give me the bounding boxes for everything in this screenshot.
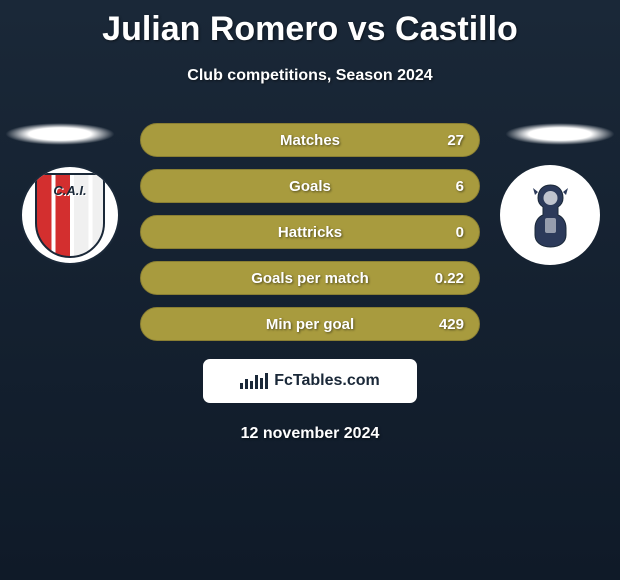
date-label: 12 november 2024 — [0, 425, 620, 443]
stat-label: Goals per match — [251, 270, 369, 287]
left-team-area: C.A.I. — [0, 123, 120, 265]
page-title: Julian Romero vs Castillo — [0, 0, 620, 49]
stat-value: 429 — [439, 316, 464, 333]
stat-label: Min per goal — [266, 316, 354, 333]
stat-row: Goals 6 — [140, 169, 480, 203]
subtitle: Club competitions, Season 2024 — [0, 67, 620, 85]
stat-row: Hattricks 0 — [140, 215, 480, 249]
branding-chart-icon — [240, 373, 268, 389]
stat-value: 6 — [456, 178, 464, 195]
left-crest-shield: C.A.I. — [35, 173, 105, 258]
stat-label: Matches — [280, 132, 340, 149]
stat-value: 27 — [447, 132, 464, 149]
stat-value: 0 — [456, 224, 464, 241]
stats-container: Matches 27 Goals 6 Hattricks 0 Goals per… — [140, 123, 480, 341]
left-team-crest: C.A.I. — [20, 165, 120, 265]
stat-label: Hattricks — [278, 224, 342, 241]
left-crest-text: C.A.I. — [53, 183, 86, 198]
branding-badge[interactable]: FcTables.com — [203, 359, 417, 403]
right-team-area — [500, 123, 620, 265]
right-team-crest — [500, 165, 600, 265]
stat-value: 0.22 — [435, 270, 464, 287]
content-area: C.A.I. Matches 27 Goals 6 — [0, 123, 620, 443]
stat-label: Goals — [289, 178, 331, 195]
branding-text: FcTables.com — [274, 372, 380, 390]
stat-row: Goals per match 0.22 — [140, 261, 480, 295]
left-highlight-ellipse — [5, 123, 115, 145]
stat-row: Min per goal 429 — [140, 307, 480, 341]
right-crest-emblem — [520, 178, 580, 253]
right-highlight-ellipse — [505, 123, 615, 145]
stat-row: Matches 27 — [140, 123, 480, 157]
